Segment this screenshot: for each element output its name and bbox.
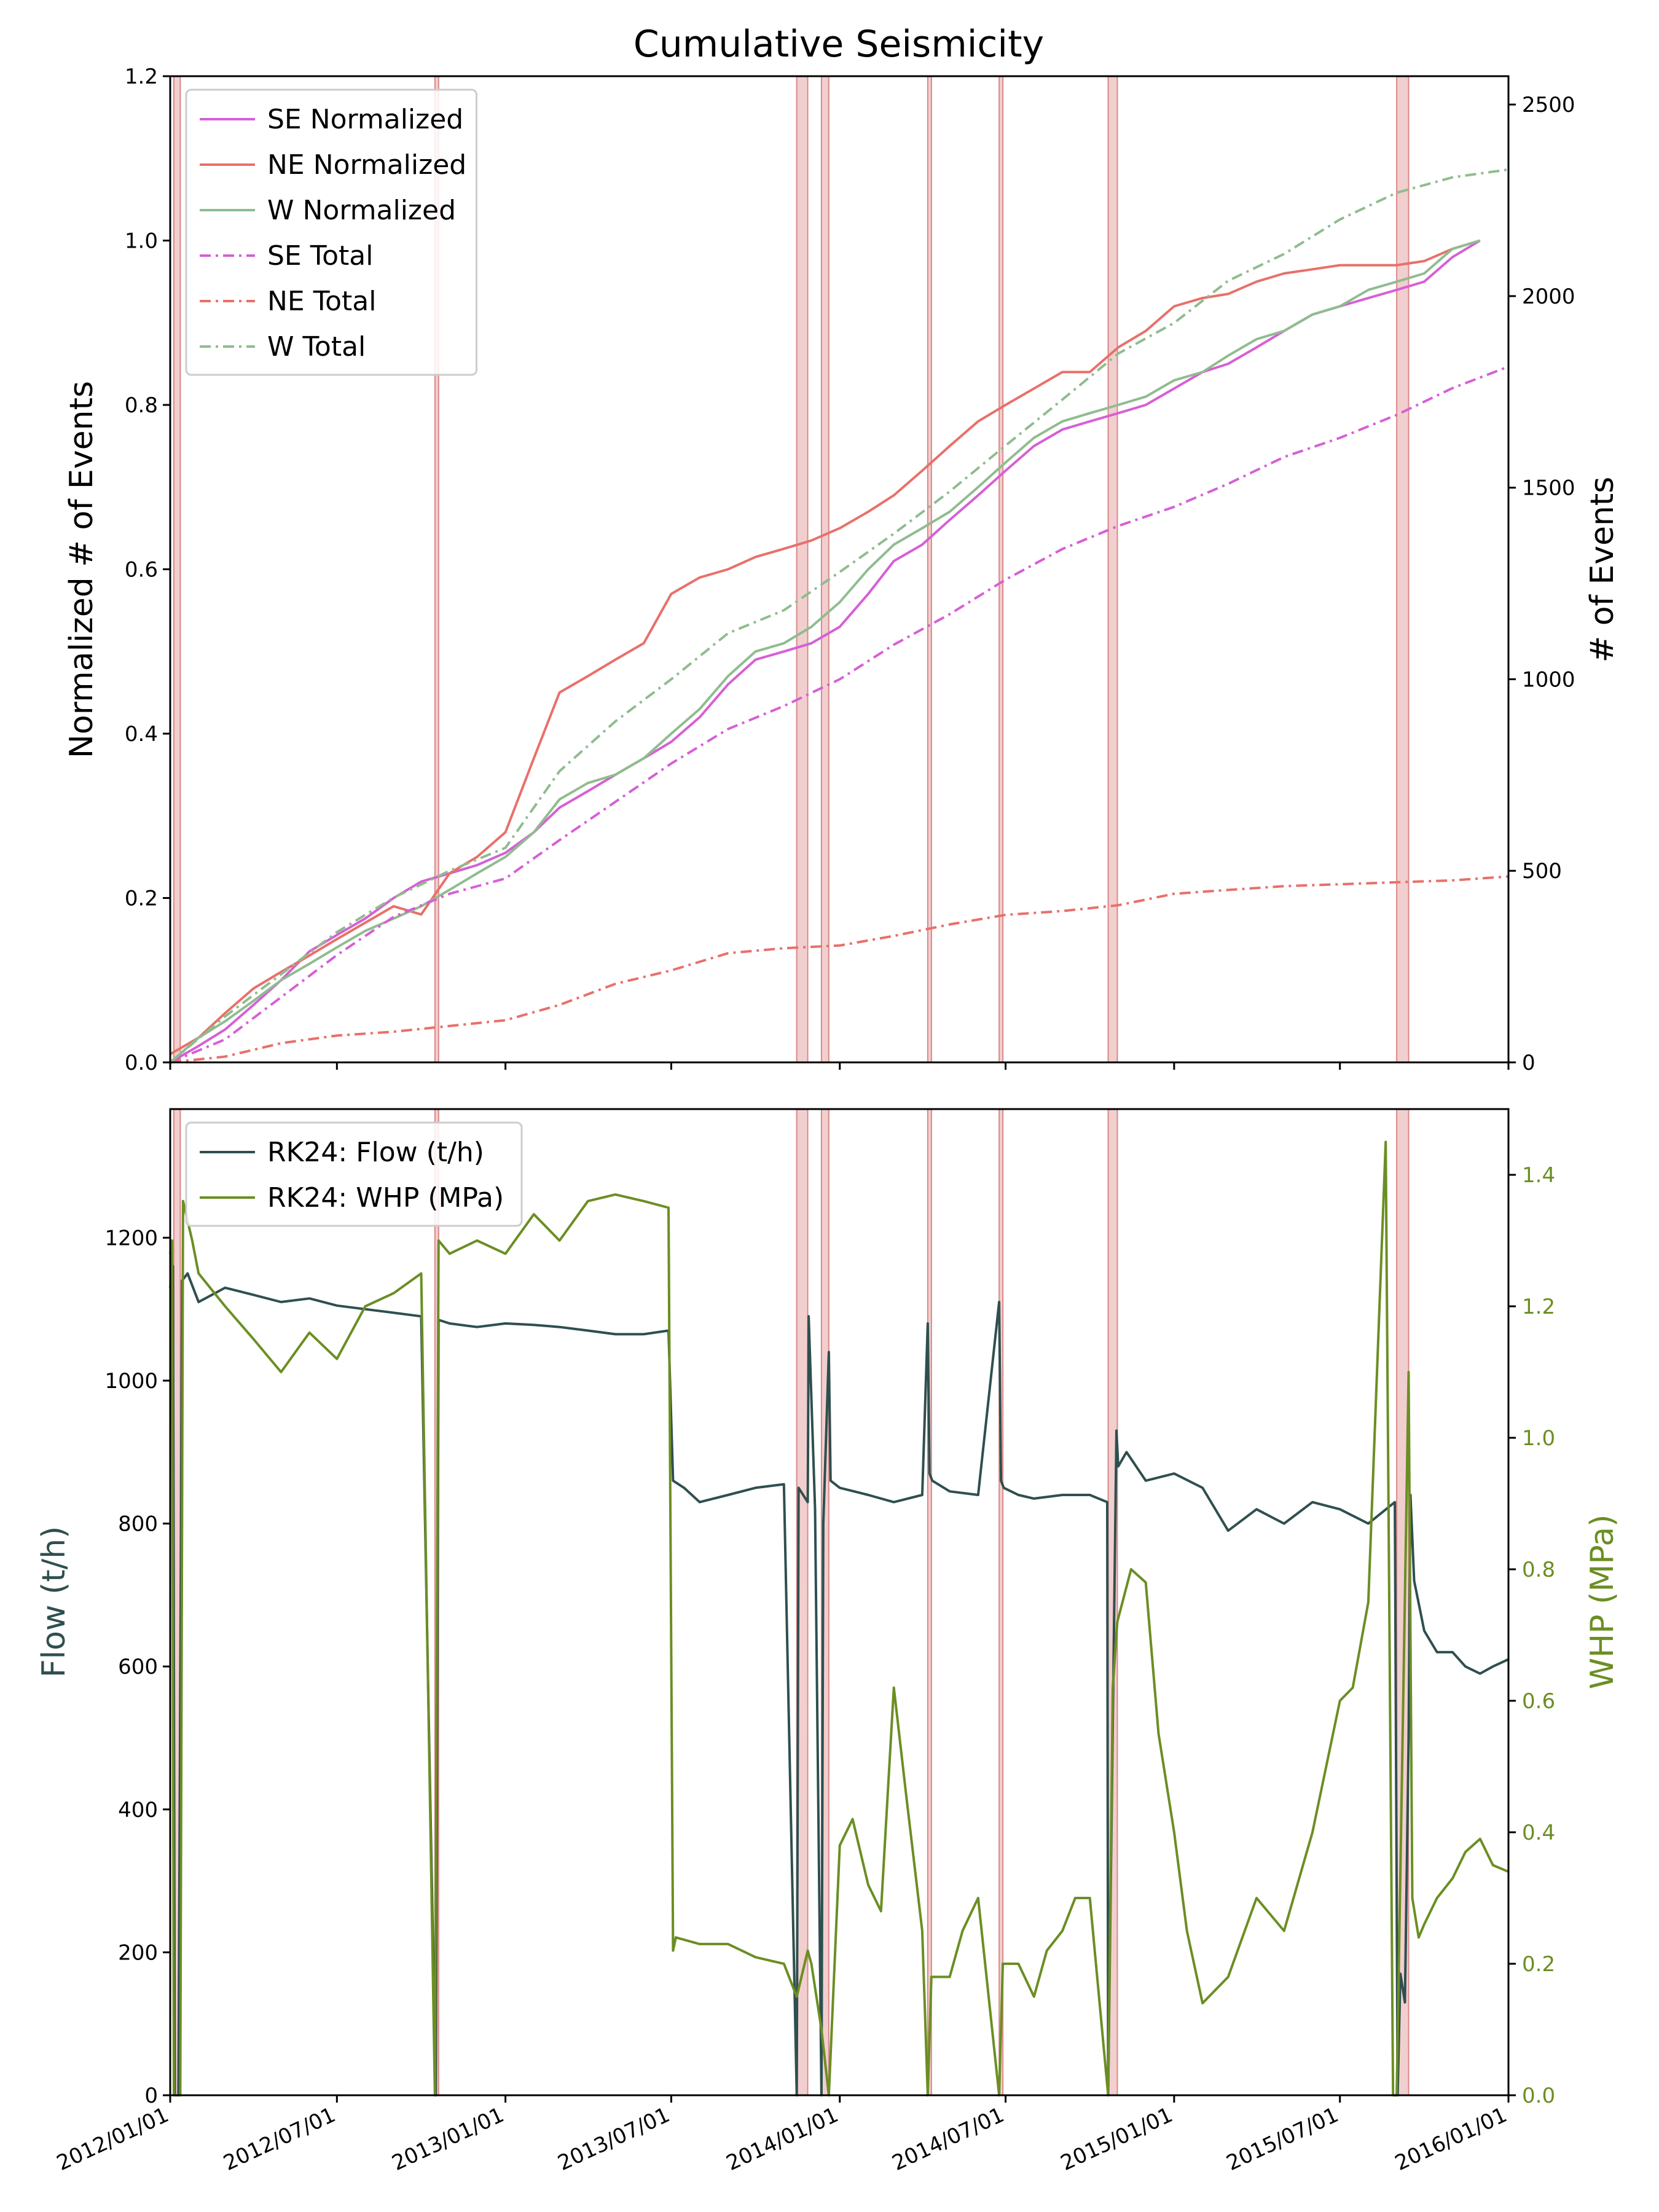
bottom-right-axis: 0.0 0.2 0.4 0.6 0.8 1.0 1.2 1.4: [1508, 1163, 1555, 2108]
top-y2-axis-label: # of Events: [1584, 477, 1621, 663]
right-tick-label: 2500: [1522, 93, 1575, 117]
left-tick-label: 800: [118, 1512, 158, 1537]
left-tick-label: 1.2: [125, 65, 158, 89]
right-tick-label: 1500: [1522, 476, 1575, 501]
right-tick-label: 0: [1522, 1051, 1535, 1075]
left-tick-label: 0.0: [125, 1051, 158, 1075]
series-line-5: [170, 875, 1508, 1064]
left-tick-label: 0.2: [125, 887, 158, 911]
shaded-interval-5: [927, 76, 932, 1063]
legend-label: NE Total: [267, 286, 376, 317]
shaded-interval-3: [796, 76, 809, 1063]
legend-label: SE Total: [267, 240, 373, 272]
x-tick-label: 2012/01/01: [53, 2103, 173, 2176]
shaded-interval-5: [927, 1108, 932, 2096]
chart-title: Cumulative Seismicity: [633, 23, 1044, 66]
bottom-legend: RK24: Flow (t/h) RK24: WHP (MPa): [185, 1121, 523, 1227]
right-tick-label: 1000: [1522, 667, 1575, 692]
left-tick-label: 1200: [104, 1226, 158, 1250]
top-series-lines: [169, 168, 1508, 1064]
right-tick-label: 1.4: [1522, 1163, 1555, 1188]
legend-label: SE Normalized: [267, 104, 463, 135]
bottom-x-axis: 2012/01/01 2012/07/01 2013/01/01 2013/07/01…: [53, 2095, 1511, 2176]
left-tick-label: 0.4: [125, 722, 158, 747]
left-tick-label: 0.8: [125, 393, 158, 418]
series-line-6: [169, 168, 1508, 1064]
shaded-interval-8: [1396, 76, 1410, 1063]
bottom-plot-frame: [169, 1108, 1510, 2096]
series-line-1: [169, 239, 1481, 1064]
shaded-intervals-bottom: [173, 1108, 1410, 2096]
legend-box: [185, 1121, 523, 1227]
shaded-interval-1: [173, 76, 181, 1063]
series-line-2: [169, 1140, 1509, 2096]
bottom-left-axis: 0 200 400 600 800 1000 1200: [104, 1226, 170, 2108]
top-y-axis-label: Normalized # of Events: [63, 381, 100, 758]
left-tick-label: 1.0: [125, 229, 158, 254]
bottom-y-axis-label: Flow (t/h): [36, 1526, 73, 1678]
right-tick-label: 1.0: [1522, 1426, 1555, 1451]
right-tick-label: 0.8: [1522, 1558, 1555, 1582]
series-line-1: [169, 1265, 1509, 2096]
bottom-series-lines: [169, 1140, 1509, 2096]
left-tick-label: 0.6: [125, 558, 158, 582]
x-tick-label: 2012/07/01: [220, 2103, 340, 2176]
left-tick-label: 1000: [104, 1369, 158, 1394]
series-line-4: [170, 366, 1508, 1064]
right-tick-label: 1.2: [1522, 1295, 1555, 1319]
top-left-axis: 0.0 0.2 0.4 0.6 0.8 1.0 1.2: [125, 65, 170, 1075]
legend-label: RK24: WHP (MPa): [267, 1182, 504, 1214]
right-tick-label: 0.2: [1522, 1952, 1555, 1977]
bottom-y2-axis-label: WHP (MPa): [1584, 1515, 1621, 1690]
right-tick-label: 0.0: [1522, 2084, 1555, 2108]
legend-label: W Total: [267, 331, 366, 363]
top-legend: SE Normalized NE Normalized W Normalized SE…: [185, 88, 477, 376]
shaded-interval-6: [998, 1108, 1004, 2096]
series-line-2: [169, 239, 1481, 1056]
x-tick-label: 2016/01/01: [1391, 2103, 1511, 2176]
left-tick-label: 400: [118, 1798, 158, 1822]
x-tick-label: 2014/01/01: [723, 2103, 842, 2176]
right-tick-label: 0.4: [1522, 1821, 1555, 1845]
x-tick-label: 2014/07/01: [888, 2103, 1008, 2176]
legend-label: W Normalized: [267, 195, 456, 226]
left-tick-label: 600: [118, 1655, 158, 1679]
flow-whp-chart: 0 200 400 600 800 1000 1200 0.0 0.2 0.4 0.6 0.8 1.0…: [36, 1108, 1621, 2176]
top-x-axis: [169, 1062, 1510, 1070]
legend-label: RK24: Flow (t/h): [267, 1137, 484, 1168]
shaded-interval-4: [820, 76, 830, 1063]
x-tick-label: 2013/07/01: [554, 2103, 674, 2176]
top-right-axis: 0 500 1000 1500 2000 2500: [1508, 93, 1575, 1075]
right-tick-label: 0.6: [1522, 1689, 1555, 1714]
cumulative-seismicity-chart: 0.0 0.2 0.4 0.6 0.8 1.0 1.2 0 500 1000 1500 2000 25…: [63, 65, 1621, 1075]
x-tick-label: 2013/01/01: [388, 2103, 508, 2176]
legend-label: NE Normalized: [267, 149, 466, 181]
x-tick-label: 2015/01/01: [1057, 2103, 1177, 2176]
shaded-interval-7: [1107, 76, 1118, 1063]
x-tick-label: 2015/07/01: [1223, 2103, 1343, 2176]
legend-box: [185, 88, 477, 376]
left-tick-label: 200: [118, 1940, 158, 1965]
right-tick-label: 500: [1522, 859, 1562, 884]
left-tick-label: 0: [144, 2084, 158, 2108]
right-tick-label: 2000: [1522, 284, 1575, 309]
